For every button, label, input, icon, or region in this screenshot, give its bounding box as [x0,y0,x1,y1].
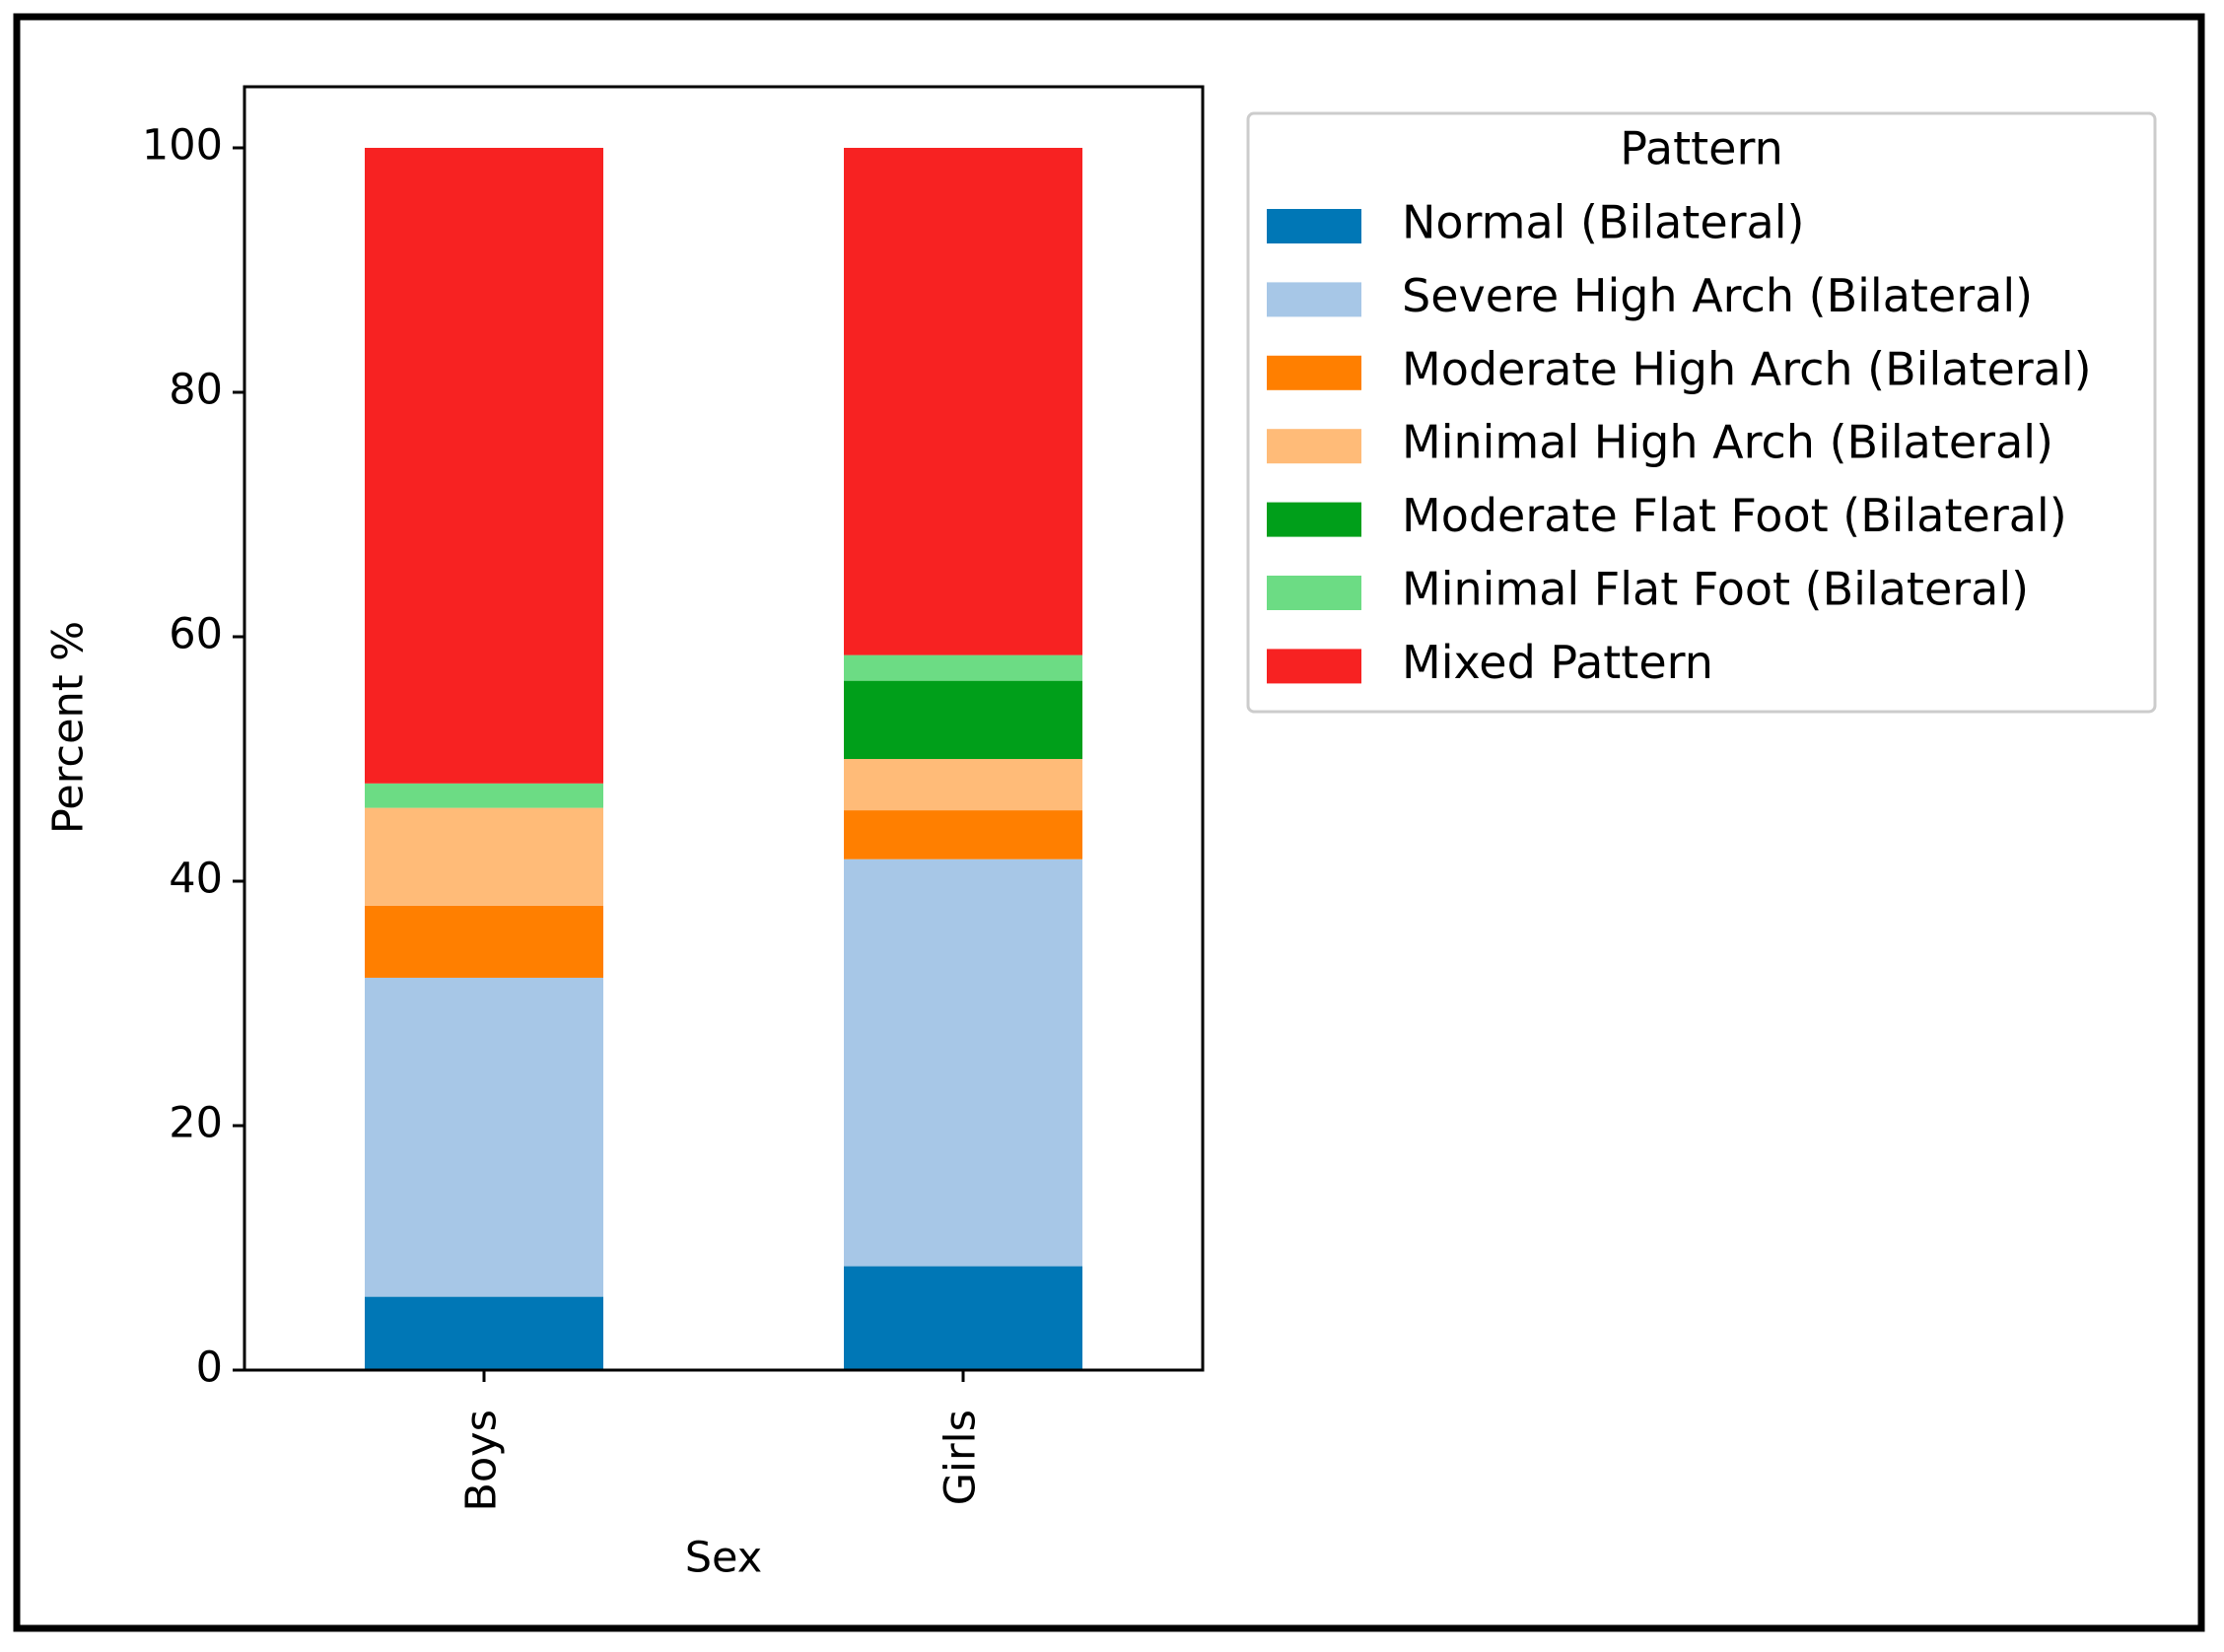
y-tick-label: 40 [169,855,223,904]
legend-label: Minimal Flat Foot (Bilateral) [1402,563,2029,616]
bar-segment [844,810,1082,860]
legend-swatch [1267,649,1361,684]
legend-swatch [1267,502,1361,537]
legend-label: Moderate High Arch (Bilateral) [1402,342,2092,395]
bar-segment [844,680,1082,759]
legend-swatch [1267,209,1361,243]
bar-segment [365,977,603,1297]
bar-segment [365,148,603,784]
legend-title: Pattern [1620,122,1783,175]
y-tick-label: 100 [142,121,223,171]
legend-swatch [1267,576,1361,610]
bar-segment [365,905,603,978]
y-tick-label: 0 [196,1343,223,1393]
legend-label: Minimal High Arch (Bilateral) [1402,416,2053,469]
y-tick-label: 20 [169,1099,223,1148]
legend-swatch [1267,429,1361,464]
bar-segment [844,1266,1082,1370]
x-tick-label: Girls [937,1410,986,1505]
bar-segment [844,859,1082,1267]
bar-segment [365,1296,603,1370]
legend-swatch [1267,355,1361,390]
bar-segment [844,759,1082,811]
x-axis-label: Sex [685,1534,762,1583]
plot-area [243,85,1205,1372]
legend [1246,111,2157,714]
legend-label: Moderate Flat Foot (Bilateral) [1402,489,2067,542]
y-axis-label: Percent % [44,621,94,834]
bar-segment [844,654,1082,681]
legend-label: Mixed Pattern [1402,636,1713,689]
bar-segment [844,148,1082,655]
x-tick-label: Boys [457,1410,507,1512]
y-tick-label: 80 [169,366,223,415]
legend-swatch [1267,282,1361,317]
bar-segment [365,783,603,808]
legend-label: Normal (Bilateral) [1402,196,1804,249]
legend-label: Severe High Arch (Bilateral) [1402,269,2033,322]
y-tick-label: 60 [169,610,223,659]
bar-segment [365,807,603,906]
